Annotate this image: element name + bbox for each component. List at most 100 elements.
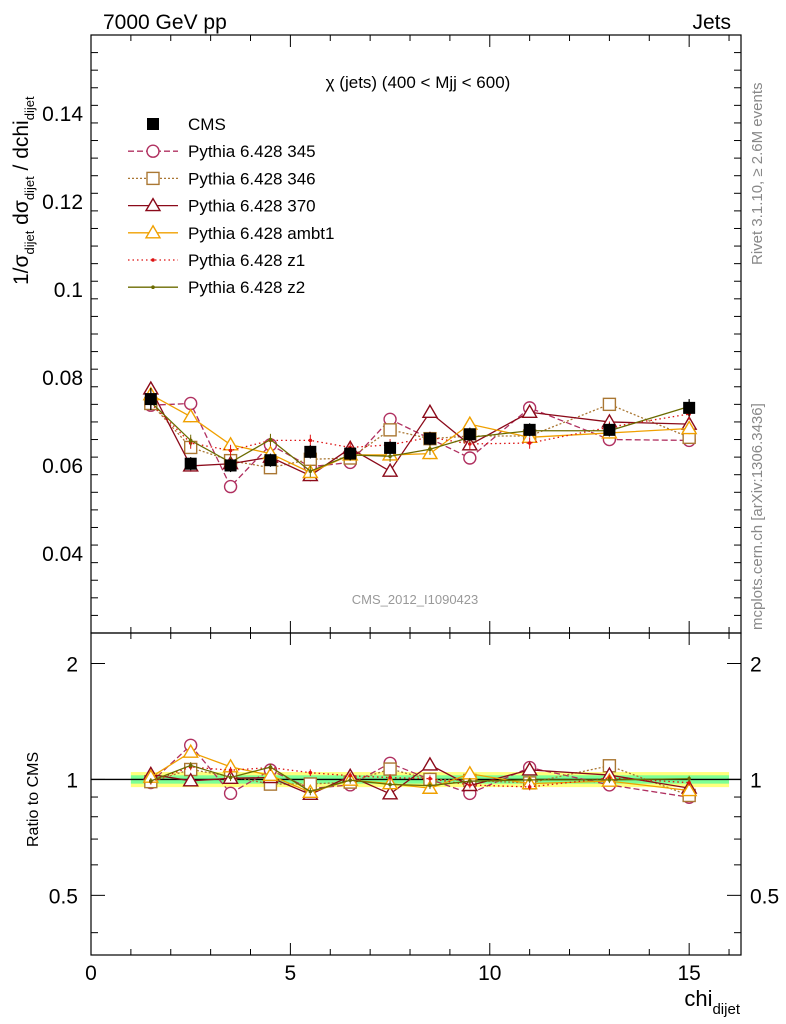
y-tick-label: 0.12 xyxy=(42,191,83,214)
data-point xyxy=(188,438,193,443)
data-point xyxy=(428,447,432,452)
ratio-tick-label-left: 0.5 xyxy=(49,885,78,908)
x-tick-label: 0 xyxy=(85,962,97,985)
data-point xyxy=(348,773,353,778)
legend-label: Pythia 6.428 z1 xyxy=(188,251,305,270)
ratio-tick-label-right: 2 xyxy=(750,653,762,676)
data-point xyxy=(223,479,238,494)
data-point xyxy=(680,782,698,797)
rivet-label: Rivet 3.1.10, ≥ 2.6M events xyxy=(749,83,766,266)
data-point xyxy=(687,776,691,781)
legend-label: Pythia 6.428 z2 xyxy=(188,278,305,297)
data-point xyxy=(228,775,233,780)
data-point xyxy=(182,772,199,787)
y-tick-label: 0.14 xyxy=(42,103,83,126)
data-point xyxy=(421,403,439,418)
data-point xyxy=(151,258,155,262)
legend-entry: Pythia 6.428 346 xyxy=(128,169,316,188)
legend-label: Pythia 6.428 345 xyxy=(188,142,316,161)
legend-label: Pythia 6.428 370 xyxy=(188,197,316,216)
y-tick-label: 0.06 xyxy=(42,455,83,478)
x-tick-label: 10 xyxy=(478,962,501,985)
series-line-main xyxy=(150,402,690,488)
axis-ticks: 0 5 10 15 0.04 0.06 0.08 0.1 0.12 0.14 0.5 0.5 1 1 2 2 xyxy=(42,34,779,985)
y-axis-label-ratio: Ratio to CMS xyxy=(25,752,42,847)
data-point xyxy=(468,783,472,787)
legend-entry: Pythia 6.428 z1 xyxy=(128,251,305,270)
data-point xyxy=(264,454,277,467)
data-point xyxy=(388,782,392,787)
data-point xyxy=(268,765,273,769)
data-point xyxy=(687,780,691,785)
data-point xyxy=(527,778,532,782)
process-label: Jets xyxy=(692,11,731,34)
data-point xyxy=(183,396,198,411)
energy-label: 7000 GeV pp xyxy=(103,11,227,34)
y-tick-label: 0.04 xyxy=(42,543,83,566)
analysis-watermark: CMS_2012_I1090423 xyxy=(352,592,479,607)
y-tick-label: 0.08 xyxy=(42,367,83,390)
data-point xyxy=(463,451,477,465)
data-point xyxy=(224,459,237,472)
data-point xyxy=(383,762,397,776)
data-point xyxy=(308,770,313,775)
data-point xyxy=(182,743,199,758)
plot-title: χ (jets) (400 < Mjj < 600) xyxy=(326,73,511,92)
data-point xyxy=(144,393,157,406)
legend-entry: Pythia 6.428 z2 xyxy=(128,278,305,297)
legend-entry: CMS xyxy=(147,115,226,134)
data-point xyxy=(384,441,397,454)
data-point xyxy=(421,756,439,771)
data-point xyxy=(223,786,238,801)
x-tick-label: 5 xyxy=(285,962,297,985)
series-line-main xyxy=(150,401,690,472)
legend-label: CMS xyxy=(188,115,226,134)
data-point xyxy=(388,775,392,780)
ratio-tick-label-right: 0.5 xyxy=(750,885,779,908)
data-point xyxy=(607,778,612,782)
series-line-main xyxy=(150,388,690,477)
data-point xyxy=(146,144,160,158)
legend-entry: Pythia 6.428 370 xyxy=(128,197,316,216)
data-point xyxy=(602,397,617,412)
data-point xyxy=(182,408,199,423)
data-point xyxy=(428,783,432,788)
data-point xyxy=(344,447,357,460)
y-axis-label-main: 1/σdijet dσdijet / dchidijet xyxy=(10,96,37,285)
series-line-ratio xyxy=(150,764,690,796)
data-point xyxy=(388,454,392,459)
data-point xyxy=(521,761,538,776)
data-point xyxy=(463,428,476,441)
data-point xyxy=(603,423,616,436)
data-point xyxy=(308,438,313,443)
data-point xyxy=(523,423,536,436)
data-point xyxy=(348,778,353,783)
series-layer xyxy=(142,380,698,804)
series-line-ratio xyxy=(150,764,690,793)
data-point xyxy=(144,224,162,239)
data-point xyxy=(147,118,159,130)
legend-entry: Pythia 6.428 345 xyxy=(128,142,316,161)
mcplots-label: mcplots.cern.ch [arXiv:1306.3436] xyxy=(749,403,766,630)
data-point xyxy=(428,776,432,781)
legend-label: Pythia 6.428 346 xyxy=(188,169,316,188)
data-point xyxy=(188,763,193,768)
data-point xyxy=(521,403,538,418)
data-point xyxy=(527,785,532,789)
series-5 xyxy=(149,396,691,796)
data-point xyxy=(184,457,197,470)
data-point xyxy=(151,285,155,290)
data-point xyxy=(308,469,313,473)
legend-entry: Pythia 6.428 ambt1 xyxy=(128,224,334,243)
data-point xyxy=(304,445,317,458)
ratio-tick-label-left: 2 xyxy=(66,653,78,676)
x-tick-label: 15 xyxy=(677,962,700,985)
data-point xyxy=(381,462,399,477)
legend-label: Pythia 6.428 ambt1 xyxy=(188,224,334,243)
data-point xyxy=(680,420,698,435)
data-point xyxy=(461,415,479,430)
data-point xyxy=(268,437,273,442)
ratio-tick-label-left: 1 xyxy=(66,769,78,792)
data-point xyxy=(149,779,153,783)
data-point xyxy=(228,448,233,453)
